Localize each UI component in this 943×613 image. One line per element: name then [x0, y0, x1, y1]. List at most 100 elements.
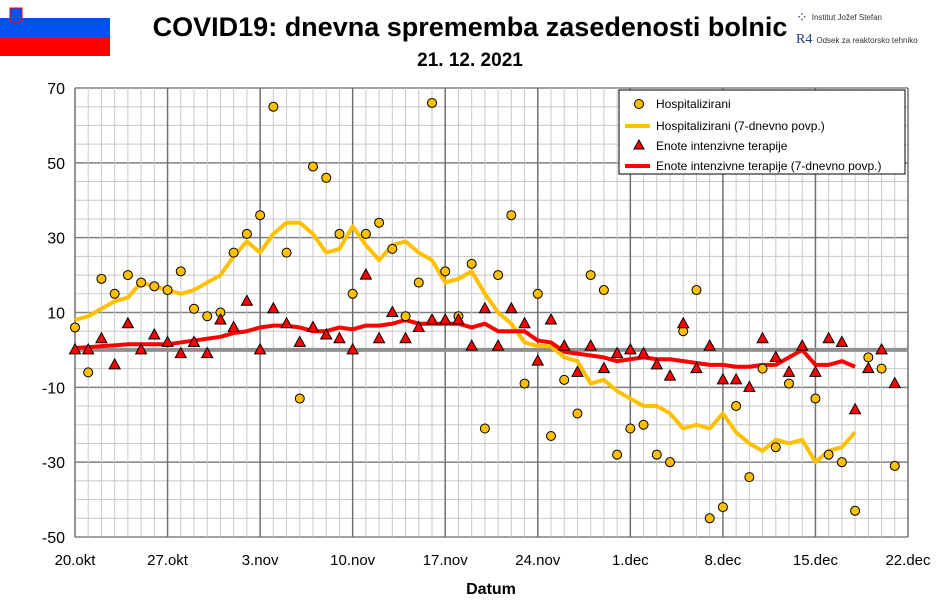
hosp-point [744, 472, 755, 483]
icu-point [848, 402, 862, 415]
r4-label: Odsek za reaktorsko tehniko [816, 35, 918, 45]
icu-point [227, 320, 241, 332]
y-tick-label: -50 [42, 530, 65, 547]
slovenia-flag-icon [0, 0, 110, 56]
hosp-point [83, 367, 94, 378]
hosp-point [189, 303, 199, 314]
hosp-point [360, 228, 371, 239]
chart-title: COVID19: dnevna sprememba zasedenosti bo… [152, 12, 788, 42]
icu-point [174, 346, 188, 359]
icu-point [412, 320, 426, 332]
icu-point [861, 361, 875, 374]
icu-point [399, 331, 412, 344]
icu-point [875, 342, 888, 355]
hosp-point [109, 288, 120, 299]
icu-point [438, 312, 452, 325]
hosp-point [136, 277, 147, 288]
y-tick-label: 50 [47, 156, 65, 173]
icu-point [663, 369, 677, 381]
hosp-point [202, 311, 213, 322]
icu-point [584, 339, 598, 351]
hosp-point [413, 277, 424, 288]
hosp-point [281, 247, 292, 258]
icu-point [769, 350, 783, 362]
hosp-point [546, 430, 556, 441]
hosp-point [400, 311, 411, 322]
hosp-point [850, 505, 861, 516]
icu-point [716, 372, 730, 385]
x-tick-label: 20.okt [55, 552, 97, 569]
icu-point [557, 339, 571, 351]
icu-point [333, 331, 346, 344]
y-tick-label: 30 [47, 231, 65, 248]
icu-point [280, 316, 293, 329]
icu-point [888, 376, 902, 389]
r4-logo-mark: R4 [796, 32, 813, 47]
icu-point [729, 372, 743, 385]
chart-date: 21. 12. 2021 [417, 50, 523, 71]
icu-point [214, 312, 227, 325]
x-tick-label: 3.nov [242, 552, 279, 569]
icu-point [187, 335, 201, 347]
hosp-point [665, 457, 675, 468]
icu-point [809, 365, 822, 377]
hosp-avg-line [74, 220, 857, 465]
hosp-point [612, 449, 623, 460]
legend: Hospitalizirani Hospitalizirani (7-dnevn… [618, 89, 906, 175]
icu-point [544, 312, 558, 325]
hosp-point [559, 374, 570, 385]
x-tick-label: 17.nov [423, 552, 469, 569]
hosp-point [70, 322, 80, 333]
ijs-dots-icon: ⁘ [796, 9, 808, 25]
icu-point [147, 327, 161, 340]
hosp-point [149, 281, 160, 292]
hosp-point [757, 363, 768, 374]
hosp-point [638, 419, 649, 430]
icu-point [253, 342, 267, 355]
icu-point [161, 335, 174, 347]
hosp-point [572, 408, 583, 419]
hosp-point [651, 449, 662, 460]
hosp-point [532, 288, 543, 299]
icu-point [518, 316, 531, 329]
x-tick-label: 10.nov [330, 552, 376, 569]
x-tick-label: 24.nov [515, 552, 561, 569]
icu-point [742, 380, 756, 392]
icu-point [108, 357, 122, 370]
icu-point [306, 320, 320, 332]
hosp-point [466, 258, 477, 269]
hosp-point [96, 273, 107, 284]
icu-point [372, 331, 386, 344]
hosp-point [704, 513, 715, 524]
icu-point [822, 331, 836, 344]
icu-point [478, 301, 492, 314]
hosp-point [321, 172, 332, 183]
icu-point [293, 335, 307, 347]
hosp-point [122, 270, 133, 281]
icu-point [68, 342, 82, 355]
hosp-point [784, 378, 794, 389]
hosp-point [717, 502, 728, 513]
hosp-point [347, 288, 358, 299]
hosp-point [810, 393, 821, 404]
icu-point [835, 335, 849, 347]
hosp-point [479, 423, 490, 434]
legend-hosp-marker [634, 99, 644, 109]
hosp-point [770, 442, 781, 453]
hosp-point [598, 285, 609, 296]
icu-point [385, 305, 399, 317]
x-tick-label: 1.dec [612, 552, 649, 569]
icu-point [610, 346, 624, 359]
x-tick-label: 8.dec [705, 552, 742, 569]
icu-point [637, 346, 650, 359]
legend-icu-marker [633, 138, 645, 150]
legend-icu: Enote intenzivne terapije [656, 139, 788, 153]
hosp-point [625, 423, 636, 434]
hosp-point [228, 247, 239, 258]
icu-point [359, 268, 373, 280]
hosp-point [162, 285, 173, 296]
hosp-point [294, 393, 305, 404]
ijs-label: Institut Jožef Stefan [811, 12, 882, 22]
icu-point [623, 342, 637, 355]
